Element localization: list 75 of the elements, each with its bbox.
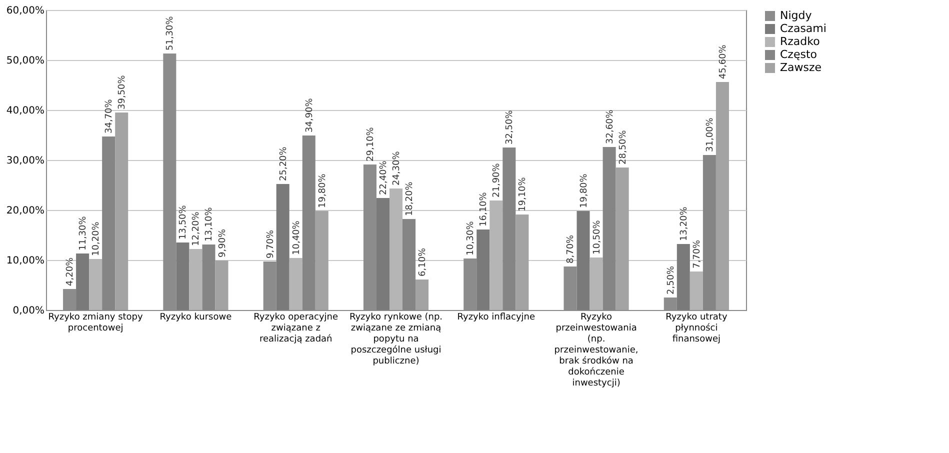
legend-label: Zawsze: [780, 61, 822, 74]
data-label: 18,20%: [405, 181, 416, 216]
data-label: 34,90%: [304, 98, 315, 132]
bar: [389, 188, 403, 310]
bar: [676, 244, 690, 310]
data-label: 51,30%: [166, 16, 176, 50]
data-label: 2,50%: [666, 265, 676, 294]
y-tick-label: 60,00%: [6, 6, 44, 16]
bar: [616, 168, 629, 310]
data-label: 9,70%: [266, 229, 276, 258]
y-tick-label: 50,00%: [6, 56, 44, 66]
data-label: 34,70%: [104, 98, 115, 134]
data-label: 6,10%: [418, 247, 428, 276]
bar: [416, 280, 429, 310]
data-label: 12,20%: [192, 211, 202, 246]
data-label: 19,80%: [318, 173, 328, 208]
x-tick-label: Ryzyko utraty płynności finansowej: [666, 312, 728, 344]
legend-label: Rzadko: [780, 35, 820, 48]
y-tick-label: 30,00%: [6, 156, 44, 166]
data-label: 31,00%: [705, 117, 716, 152]
data-label: 9,90%: [218, 228, 228, 258]
data-label: 13,20%: [679, 206, 690, 241]
y-tick-label: 10,00%: [6, 256, 44, 266]
data-label: 24,30%: [392, 150, 402, 186]
data-label: 45,60%: [718, 44, 728, 79]
bar: [690, 272, 703, 310]
data-label: 39,50%: [118, 74, 128, 110]
data-label: 4,20%: [66, 256, 76, 286]
bar: [215, 260, 228, 310]
bar: [89, 259, 102, 310]
bar: [476, 230, 490, 310]
bar: [490, 200, 503, 310]
data-label: 13,50%: [178, 204, 189, 240]
bar: [716, 82, 729, 310]
bar: [516, 214, 529, 310]
data-label: 8,70%: [566, 234, 576, 264]
data-label: 32,60%: [605, 109, 616, 144]
data-label: 22,40%: [378, 160, 389, 195]
data-label: 10,50%: [592, 220, 602, 254]
x-tick-label: Ryzyko rynkowe (np. związane ze zmianą popytu na poszczególne usługi publiczne): [349, 312, 443, 366]
bar: [276, 184, 290, 310]
x-tick-label: Ryzyko operacyjne związane z realizacją zadań: [254, 312, 339, 344]
bar: [189, 249, 202, 310]
data-label: 19,80%: [579, 173, 590, 208]
data-label: 7,70%: [692, 239, 702, 268]
data-label: 29,10%: [366, 126, 376, 162]
y-tick-label: 20,00%: [6, 206, 44, 216]
y-tick-label: 40,00%: [6, 106, 44, 116]
bar: [115, 112, 128, 310]
bar: [376, 198, 390, 310]
bar: [176, 242, 190, 310]
data-label: 19,10%: [518, 176, 528, 212]
data-label: 28,50%: [618, 130, 628, 164]
data-label: 16,10%: [479, 192, 490, 226]
data-label: 10,20%: [92, 221, 102, 256]
bar: [576, 211, 590, 310]
legend-label: Nigdy: [780, 9, 812, 22]
legend-label: Często: [780, 48, 818, 61]
data-label: 11,30%: [78, 216, 89, 250]
data-label: 21,90%: [492, 162, 502, 198]
x-tick-label: Ryzyko przeinwestowania (np. przeinwestowanie, brak środków na dokończenie inwestycji): [554, 312, 638, 388]
data-label: 32,50%: [505, 110, 516, 144]
x-tick-label: Ryzyko zmiany stopy procentowej: [48, 312, 144, 334]
data-label: 10,30%: [466, 220, 476, 256]
bar: [590, 258, 603, 310]
y-tick-label: 0,00%: [12, 306, 44, 316]
data-label: 10,40%: [292, 220, 302, 255]
data-label: 13,10%: [204, 206, 215, 242]
legend-label: Czasami: [780, 22, 826, 35]
data-label: 25,20%: [278, 146, 289, 181]
x-tick-label: Ryzyko kursowe: [160, 312, 232, 322]
bar: [76, 254, 90, 310]
bar: [289, 258, 302, 310]
x-tick-label: Ryzyko inflacyjne: [457, 312, 536, 322]
bar: [315, 211, 328, 310]
